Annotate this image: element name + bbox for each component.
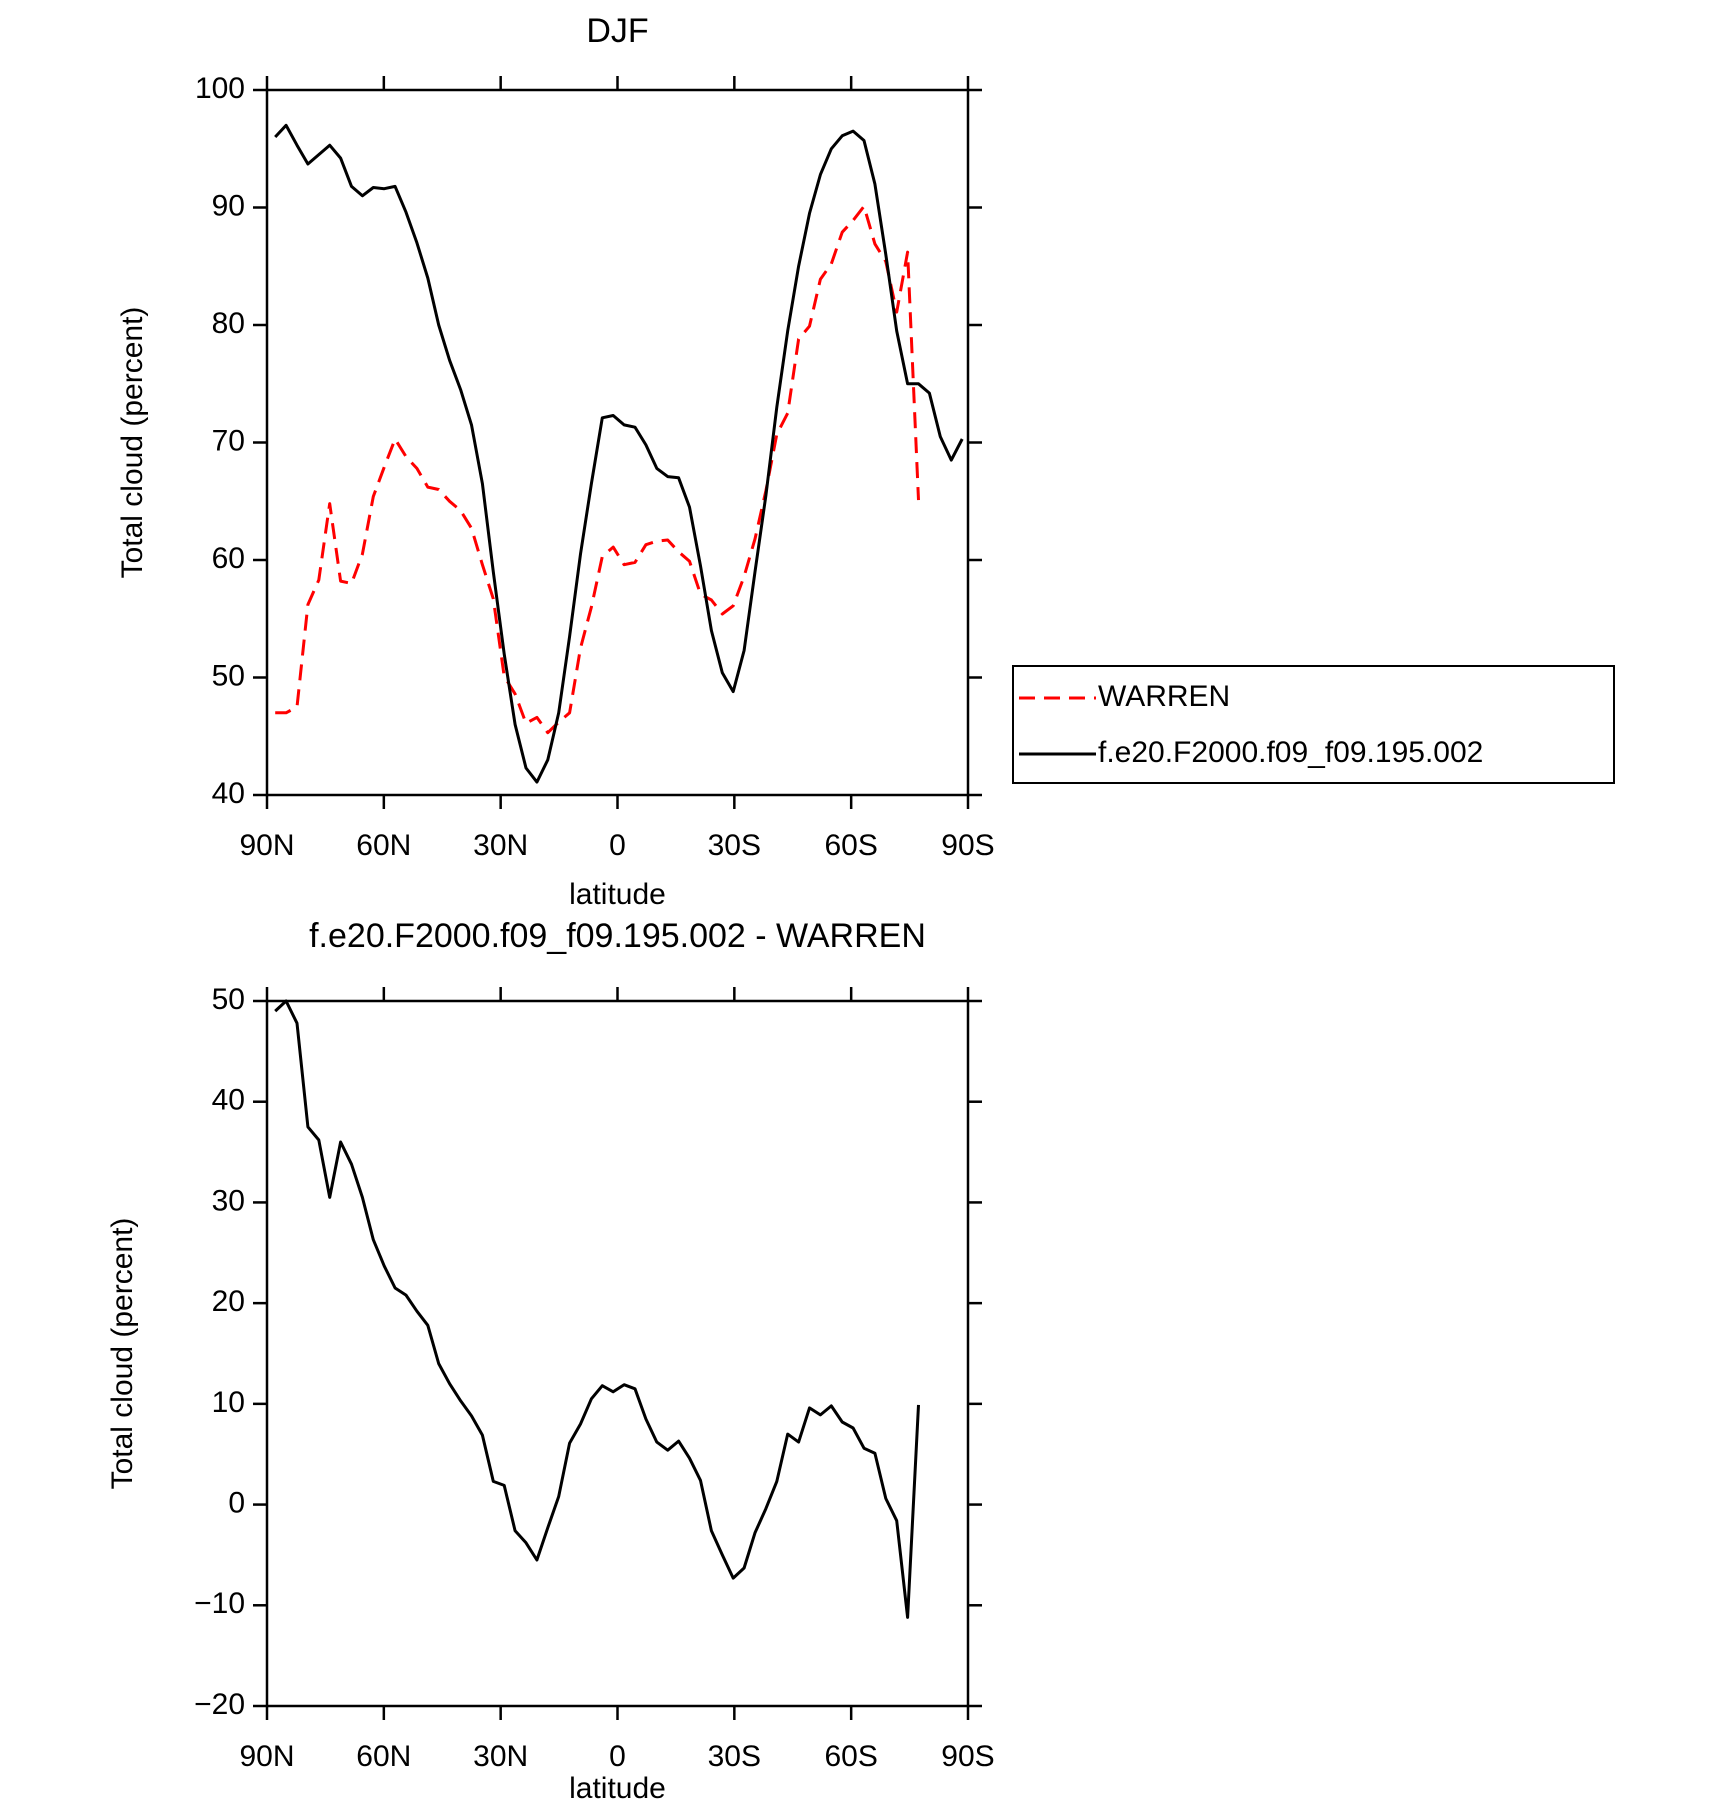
y-tick-label: 0 <box>228 1486 245 1519</box>
x-tick-label: 30S <box>708 829 761 862</box>
y-tick-label: −10 <box>194 1587 245 1620</box>
data-line <box>274 999 920 1619</box>
x-tick-label: 90N <box>239 1740 294 1773</box>
y-tick-label: 70 <box>212 424 245 457</box>
x-tick-label: 30N <box>473 829 528 862</box>
y-tick-label: 10 <box>212 1386 245 1419</box>
legend-label: f.e20.F2000.f09_f09.195.002 <box>1098 736 1483 769</box>
plot-frame <box>265 999 970 1708</box>
y-axis-label: Total cloud (percent) <box>106 1218 139 1490</box>
y-tick-label: 40 <box>212 777 245 810</box>
y-axis-label: Total cloud (percent) <box>116 307 149 579</box>
y-tick-label: 90 <box>212 189 245 222</box>
y-tick-label: 100 <box>195 72 245 105</box>
x-tick-label: 30S <box>708 1740 761 1773</box>
x-tick-label: 60S <box>824 1740 877 1773</box>
x-tick-label: 90N <box>239 829 294 862</box>
y-tick-label: 30 <box>212 1184 245 1217</box>
legend-label: WARREN <box>1098 680 1230 713</box>
x-tick-label: 0 <box>609 1740 626 1773</box>
chart-title: f.e20.F2000.f09_f09.195.002 - WARREN <box>309 917 926 955</box>
x-tick-label: 90S <box>941 1740 994 1773</box>
legend-box <box>1012 665 1615 784</box>
y-tick-label: 20 <box>212 1285 245 1318</box>
x-tick-label: 30N <box>473 1740 528 1773</box>
y-tick-label: 80 <box>212 307 245 340</box>
y-tick-label: −20 <box>194 1688 245 1721</box>
data-line <box>274 123 964 784</box>
x-tick-label: 60N <box>356 829 411 862</box>
x-tick-label: 90S <box>941 829 994 862</box>
y-tick-label: 50 <box>212 983 245 1016</box>
x-axis-label: latitude <box>569 1772 666 1805</box>
x-tick-label: 0 <box>609 829 626 862</box>
plot-frame <box>265 88 970 797</box>
chart-title: DJF <box>586 12 648 50</box>
y-tick-label: 50 <box>212 659 245 692</box>
x-axis-label: latitude <box>569 878 666 911</box>
y-tick-label: 40 <box>212 1084 245 1117</box>
x-tick-label: 60S <box>824 829 877 862</box>
data-line <box>275 204 920 735</box>
x-tick-label: 60N <box>356 1740 411 1773</box>
y-tick-label: 60 <box>212 542 245 575</box>
